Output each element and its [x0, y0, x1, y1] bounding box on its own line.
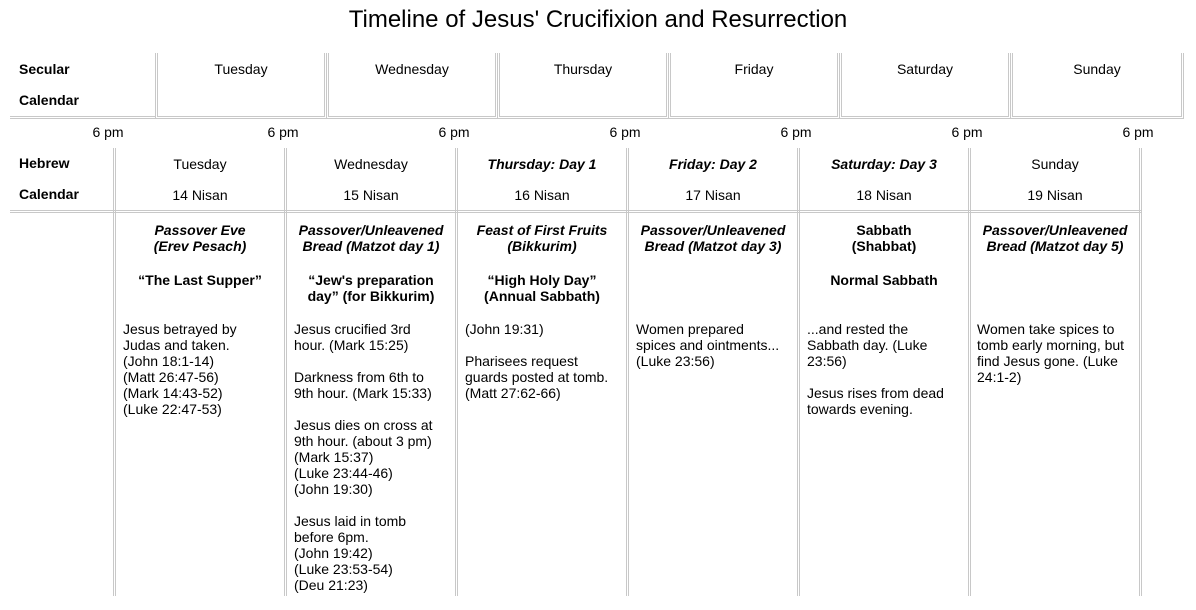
- event-paragraph: Darkness from 6th to 9th hour. (Mark 15:…: [294, 369, 432, 401]
- grid-line: [968, 148, 971, 596]
- grid-line: [626, 148, 629, 596]
- secular-cell-saturday: Saturday: [839, 53, 1011, 119]
- grid-line: [455, 148, 458, 596]
- secular-label-line1: Secular: [19, 61, 70, 77]
- hebrew-date: 16 Nisan: [514, 187, 570, 203]
- event-heading: Passover/Unleavened Bread (Matzot day 1): [298, 222, 444, 254]
- hebrew-date: 17 Nisan: [685, 187, 741, 203]
- secular-cell-wednesday: Wednesday: [326, 53, 498, 119]
- secular-day: Thursday: [553, 61, 613, 77]
- secular-day: Tuesday: [214, 61, 268, 77]
- six-pm-marker: 6 pm: [780, 124, 812, 140]
- event-paragraph: Jesus dies on cross at 9th hour. (about …: [294, 417, 433, 497]
- secular-day: Sunday: [1073, 61, 1121, 77]
- event-paragraph: (John 19:31): [465, 321, 544, 337]
- hebrew-header-divider: [10, 210, 1142, 213]
- event-heading: Sabbath (Shabbat): [851, 222, 917, 254]
- grid-line: [797, 148, 800, 596]
- event-heading: Passover/Unleavened Bread (Matzot day 3): [640, 222, 786, 254]
- six-pm-marker: 6 pm: [267, 124, 299, 140]
- hebrew-label-line1: Hebrew: [19, 155, 70, 171]
- grid-line: [284, 148, 287, 596]
- event-heading: Passover/Unleavened Bread (Matzot day 5): [982, 222, 1128, 254]
- event-body: Jesus betrayed by Judas and taken. (John…: [123, 321, 281, 433]
- event-heading: Passover Eve (Erev Pesach): [153, 222, 247, 254]
- secular-cell-friday: Friday: [668, 53, 840, 119]
- event-heading: Feast of First Fruits (Bikkurim): [476, 222, 608, 254]
- event-body: Jesus crucified 3rd hour. (Mark 15:25) D…: [294, 321, 454, 609]
- event-subheading: “The Last Supper”: [138, 272, 262, 288]
- grid-line: [1139, 148, 1142, 596]
- hebrew-date: 19 Nisan: [1027, 187, 1083, 203]
- six-pm-marker: 6 pm: [438, 124, 470, 140]
- event-paragraph: Pharisees request guards posted at tomb.…: [465, 353, 609, 401]
- secular-day: Wednesday: [375, 61, 449, 77]
- secular-day: Saturday: [896, 61, 954, 77]
- event-paragraph: Women take spices to tomb early morning,…: [977, 321, 1125, 385]
- event-paragraph: ...and rested the Sabbath day. (Luke 23:…: [807, 321, 928, 369]
- secular-day: Friday: [734, 61, 774, 77]
- event-paragraph: Jesus betrayed by Judas and taken. (John…: [123, 321, 237, 417]
- secular-label-underline: [10, 116, 155, 119]
- six-pm-marker: 6 pm: [951, 124, 983, 140]
- page-title: Timeline of Jesus' Crucifixion and Resur…: [348, 6, 848, 33]
- hebrew-day: Tuesday: [173, 156, 227, 172]
- event-subheading: “High Holy Day” (Annual Sabbath): [484, 272, 600, 304]
- secular-cell-sunday: Sunday: [1010, 53, 1184, 119]
- hebrew-date: 15 Nisan: [343, 187, 399, 203]
- six-pm-marker: 6 pm: [609, 124, 641, 140]
- hebrew-date: 18 Nisan: [856, 187, 912, 203]
- grid-line: [113, 148, 116, 596]
- secular-cell-tuesday: Tuesday: [155, 53, 327, 119]
- event-body: Women prepared spices and ointments... (…: [636, 321, 796, 385]
- event-subheading: Normal Sabbath: [830, 272, 938, 288]
- hebrew-day: Sunday: [1031, 156, 1079, 172]
- hebrew-day: Wednesday: [334, 156, 408, 172]
- event-paragraph: Jesus rises from dead towards evening.: [807, 385, 944, 417]
- hebrew-label-line2: Calendar: [19, 186, 79, 202]
- event-body: Women take spices to tomb early morning,…: [977, 321, 1139, 401]
- hebrew-day: Friday: Day 2: [669, 156, 757, 172]
- event-body: (John 19:31) Pharisees request guards po…: [465, 321, 625, 417]
- event-paragraph: Jesus crucified 3rd hour. (Mark 15:25): [294, 321, 411, 353]
- hebrew-day: Thursday: Day 1: [487, 156, 597, 172]
- event-subheading: “Jew's preparation day” (for Bikkurim): [307, 272, 435, 304]
- six-pm-marker: 6 pm: [1122, 124, 1154, 140]
- secular-cell-thursday: Thursday: [497, 53, 669, 119]
- event-paragraph: Women prepared spices and ointments... (…: [636, 321, 780, 369]
- six-pm-marker: 6 pm: [92, 124, 124, 140]
- hebrew-day: Saturday: Day 3: [831, 156, 937, 172]
- event-body: ...and rested the Sabbath day. (Luke 23:…: [807, 321, 967, 433]
- secular-label-line2: Calendar: [19, 92, 79, 108]
- event-paragraph: Jesus laid in tomb before 6pm. (John 19:…: [294, 513, 407, 593]
- hebrew-date: 14 Nisan: [172, 187, 228, 203]
